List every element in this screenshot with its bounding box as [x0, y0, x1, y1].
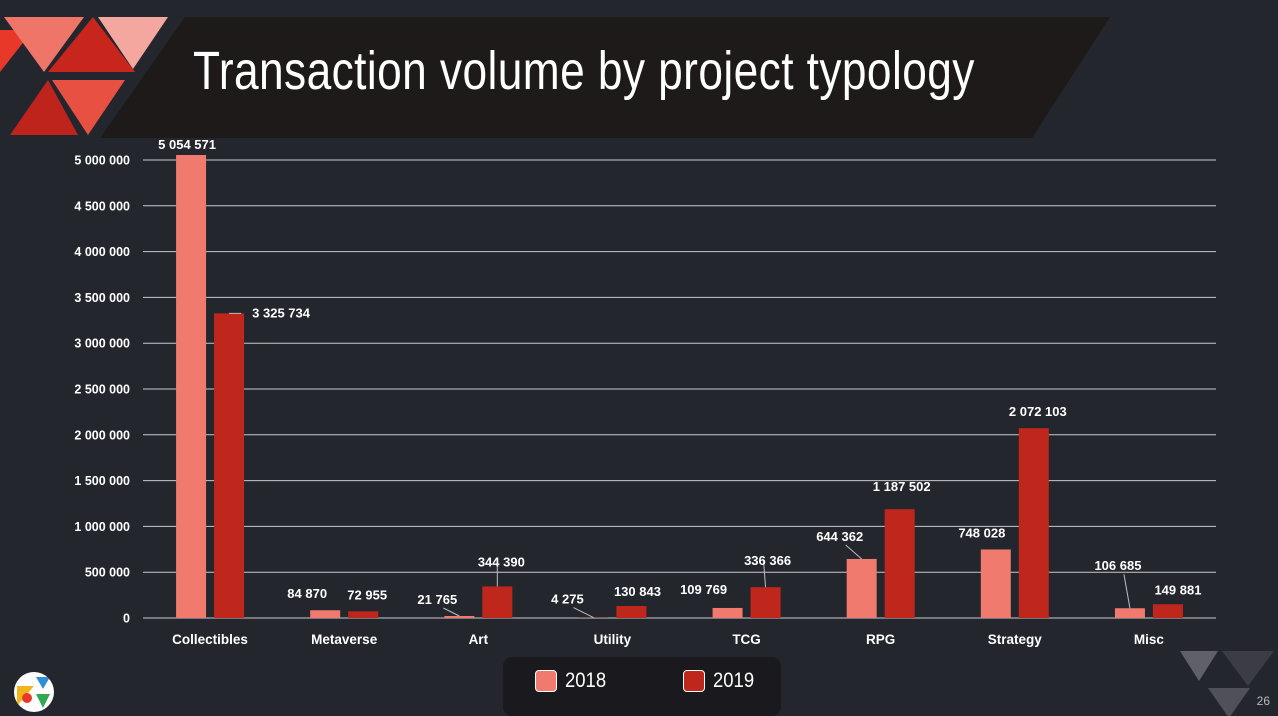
- bar-2018: [310, 610, 341, 618]
- bar-2018: [176, 155, 207, 619]
- bar-2018: [980, 549, 1011, 618]
- y-tick-label: 4 500 000: [74, 199, 130, 213]
- bar-2019: [1152, 604, 1183, 618]
- y-tick-label: 1 500 000: [74, 474, 130, 488]
- bar-2018: [712, 607, 743, 618]
- page-number: 26: [1256, 694, 1270, 708]
- label-leader-line: [443, 607, 460, 617]
- title-band: [100, 17, 1110, 138]
- data-label-2018: 4 275: [551, 592, 584, 607]
- y-tick-label: 2 000 000: [74, 428, 130, 442]
- y-tick-label: 5 000 000: [74, 154, 130, 168]
- data-label-2018: 106 685: [1094, 558, 1141, 573]
- x-tick-label: Metaverse: [311, 632, 378, 647]
- brand-triangles-logo: [0, 17, 168, 135]
- data-label-2019: 336 366: [744, 553, 791, 568]
- bar-2019: [482, 586, 513, 618]
- y-tick-label: 3 000 000: [74, 337, 130, 351]
- data-label-2019: 3 325 734: [252, 305, 311, 320]
- data-label-2018: 5 054 571: [158, 137, 216, 152]
- y-tick-label: 500 000: [85, 566, 130, 580]
- data-label-2018: 109 769: [680, 582, 727, 597]
- x-tick-label: TCG: [732, 632, 761, 647]
- label-leader-line: [1123, 574, 1131, 609]
- label-leader-line: [573, 607, 594, 619]
- legend-label-2019: 2019: [713, 669, 755, 692]
- bar-2019: [750, 587, 781, 618]
- data-label-2018: 644 362: [816, 529, 863, 544]
- x-tick-label: Art: [469, 632, 489, 647]
- x-tick-label: Collectibles: [172, 632, 248, 647]
- bar-2018: [1114, 608, 1145, 618]
- data-label-2019: 2 072 103: [1009, 404, 1067, 419]
- data-label-2019: 149 881: [1154, 582, 1201, 597]
- y-tick-label: 1 000 000: [74, 520, 130, 534]
- bar-2018: [444, 616, 475, 618]
- x-tick-label: RPG: [866, 632, 895, 647]
- y-tick-label: 4 000 000: [74, 245, 130, 259]
- slide-title: Transaction volume by project typology: [193, 41, 975, 101]
- bar-2019: [1018, 428, 1049, 618]
- bar-2019: [616, 606, 647, 618]
- label-leader-line: [845, 544, 863, 560]
- legend-swatch-2019: [683, 670, 705, 692]
- y-tick-label: 3 500 000: [74, 291, 130, 305]
- x-tick-label: Misc: [1134, 632, 1165, 647]
- data-label-2018: 21 765: [417, 592, 457, 607]
- legend-swatch-2018: [535, 670, 557, 692]
- bar-2019: [214, 313, 245, 618]
- data-label-2019: 72 955: [347, 587, 387, 602]
- legend-item-2018: 2018: [535, 668, 612, 694]
- app-logo: [14, 672, 54, 712]
- data-label-2019: 130 843: [614, 584, 661, 599]
- x-tick-label: Utility: [594, 632, 632, 647]
- data-label-2019: 344 390: [478, 554, 525, 569]
- bar-2018: [846, 558, 877, 618]
- data-label-2018: 84 870: [287, 586, 327, 601]
- x-tick-label: Strategy: [988, 632, 1043, 647]
- legend-item-2019: 2019: [683, 668, 760, 694]
- bar-2019: [884, 509, 915, 618]
- data-label-2018: 748 028: [958, 525, 1005, 540]
- data-label-2019: 1 187 502: [873, 479, 931, 494]
- y-tick-label: 0: [123, 612, 130, 626]
- label-leader-line: [763, 561, 767, 588]
- legend-label-2018: 2018: [565, 669, 607, 692]
- bar-2019: [348, 611, 379, 618]
- corner-triangles-decoration: [1180, 651, 1274, 716]
- y-tick-label: 2 500 000: [74, 383, 130, 397]
